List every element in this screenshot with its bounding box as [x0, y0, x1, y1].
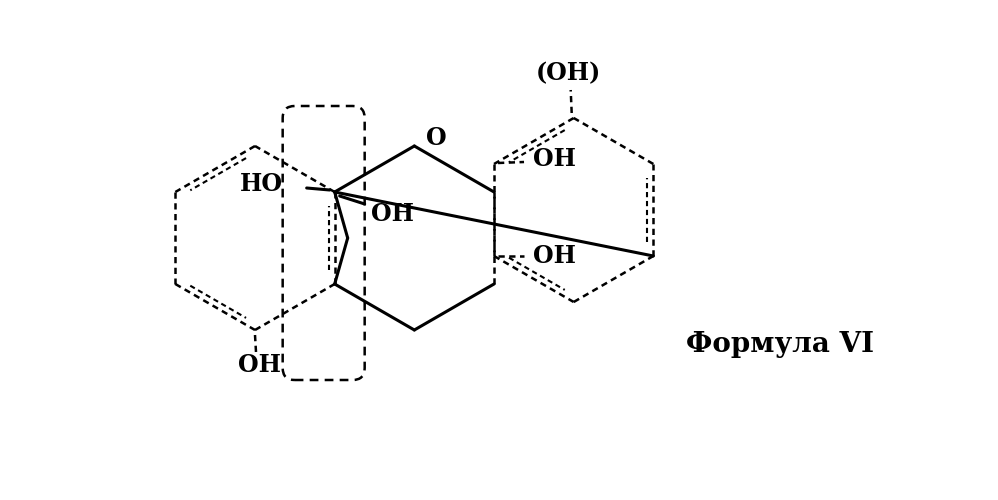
Text: OH: OH [533, 244, 576, 268]
Text: OH: OH [533, 147, 576, 171]
Text: O: O [426, 126, 447, 150]
Text: OH: OH [239, 353, 281, 377]
Text: HO: HO [240, 172, 282, 196]
Text: (OH): (OH) [536, 61, 602, 85]
Text: Формула VI: Формула VI [686, 332, 874, 358]
Text: OH: OH [371, 202, 414, 226]
